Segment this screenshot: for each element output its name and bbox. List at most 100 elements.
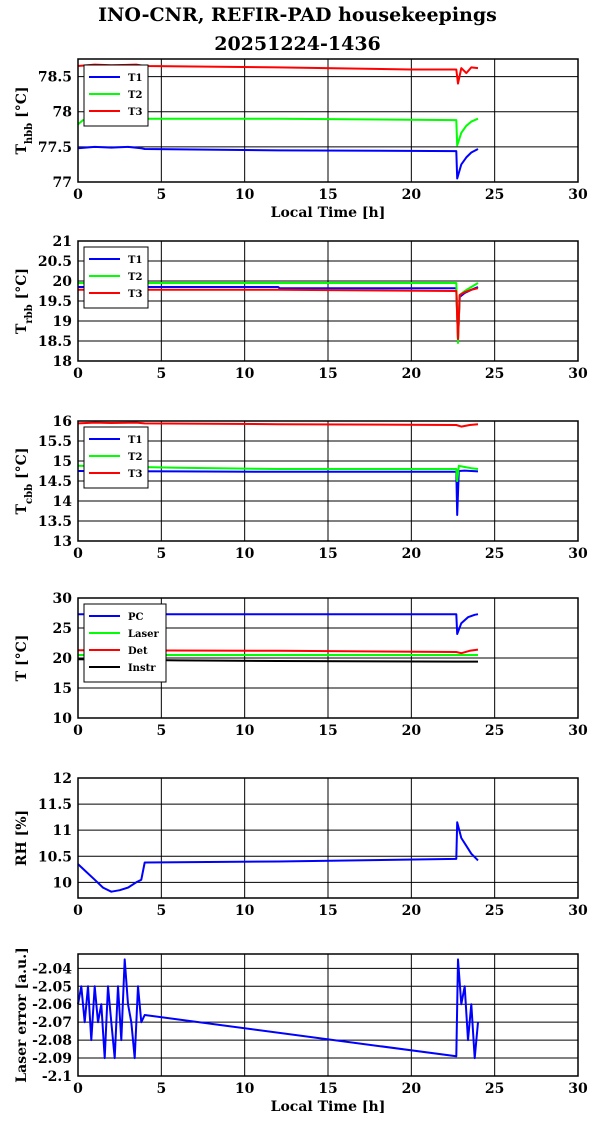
y-axis-label: Tcbb[°C] (14, 448, 35, 515)
x-tick-label: 0 (73, 723, 83, 739)
legend-label: T2 (128, 272, 142, 283)
y-tick-label: 13.5 (38, 514, 72, 530)
x-tick-label: 20 (402, 723, 422, 739)
x-tick-label: 15 (318, 1081, 337, 1097)
chart-panel-6: 0 5 10 15 20 25 30 -2.1 -2.09 -2.08 -2.07 -2.06 -2.0… (14, 947, 588, 1115)
plot-frame (77, 597, 579, 719)
x-tick-label: 20 (402, 366, 422, 382)
y-tick-label: 25 (53, 621, 72, 637)
y-axis-label: RH [%] (14, 810, 30, 866)
plot-frame (77, 420, 579, 542)
x-tick-label: 25 (485, 903, 504, 919)
series-line-t2 (77, 464, 479, 482)
y-tick-label: 30 (53, 591, 73, 607)
figure-title: INO-CNR, REFIR-PAD housekeepings (98, 4, 497, 26)
x-tick-label: 30 (568, 1081, 588, 1097)
x-tick-label: 10 (235, 723, 255, 739)
y-tick-label: -2.05 (32, 979, 72, 995)
x-tick-label: 5 (156, 546, 166, 562)
legend-box (83, 426, 149, 489)
x-tick-label: 10 (235, 1081, 255, 1097)
legend-label: T3 (128, 107, 142, 118)
y-tick-label: 11 (53, 823, 72, 839)
y-axis-label: Trbb[°C] (14, 268, 35, 334)
y-tick-label: 14 (53, 494, 73, 510)
x-tick-label: 25 (485, 187, 504, 203)
x-tick-label: 20 (402, 1081, 422, 1097)
series-line-t3 (77, 421, 479, 428)
y-tick-label: 14.5 (38, 474, 72, 490)
x-tick-label: 10 (235, 366, 255, 382)
y-tick-label: 15 (53, 681, 72, 697)
x-tick-label: 0 (73, 1081, 83, 1097)
series-line-det (77, 648, 479, 655)
legend-label: T1 (128, 73, 142, 84)
y-tick-label: 20 (53, 651, 73, 667)
y-tick-label: 77 (53, 175, 72, 191)
chart-panel-1: 0 5 10 15 20 25 30 77 77.5 78 78.5 T1 T2 T3 Local Time… (14, 58, 588, 221)
chart-panel-3: 0 5 10 15 20 25 30 13 13.5 14 14.5 15 15.5 16 T1 T2 T3 Tc… (14, 414, 588, 562)
x-tick-label: 15 (318, 366, 337, 382)
series-line-t1 (77, 469, 479, 516)
x-tick-label: 15 (318, 187, 337, 203)
x-tick-label: 15 (318, 723, 337, 739)
x-tick-label: 10 (235, 187, 255, 203)
legend-label: T1 (128, 435, 142, 446)
x-tick-label: 30 (568, 187, 588, 203)
x-tick-label: 0 (73, 187, 83, 203)
plot-frame (77, 58, 579, 183)
x-tick-label: 25 (485, 366, 504, 382)
y-tick-label: 12 (53, 771, 72, 787)
x-tick-label: 15 (318, 903, 337, 919)
y-tick-label: -2.08 (32, 1033, 72, 1049)
y-tick-label: 78 (53, 105, 72, 121)
x-tick-label: 25 (485, 723, 504, 739)
x-tick-label: 10 (235, 546, 255, 562)
chart-panel-4: 0 5 10 15 20 25 30 10 15 20 25 30 PC Laser Det Instr T [… (14, 591, 588, 739)
series-line-pc (78, 613, 479, 635)
y-tick-label: 10 (53, 875, 73, 891)
x-tick-label: 15 (318, 546, 337, 562)
plot-frame (77, 777, 579, 899)
x-tick-label: 0 (73, 546, 83, 562)
y-axis-label: Thbb[°C] (14, 86, 35, 154)
legend-label: Instr (128, 663, 156, 674)
x-tick-label: 10 (235, 903, 255, 919)
y-tick-label: 77.5 (38, 140, 72, 156)
y-axis-label: Laser error [a.u.] (14, 947, 30, 1082)
y-tick-label: 78.5 (38, 70, 72, 86)
y-tick-label: 18.5 (38, 334, 72, 350)
legend-box (83, 246, 149, 309)
x-axis-label: Local Time [h] (271, 205, 386, 221)
legend-label: T2 (128, 90, 142, 101)
y-tick-label: -2.09 (32, 1051, 72, 1067)
x-tick-label: 30 (568, 723, 588, 739)
plot-frame (77, 953, 579, 1077)
y-tick-label: -2.06 (32, 997, 72, 1013)
x-tick-label: 0 (73, 366, 83, 382)
y-tick-label: -2.1 (42, 1069, 72, 1085)
x-tick-label: 25 (485, 1081, 504, 1097)
x-tick-label: 30 (568, 903, 588, 919)
y-tick-label: 20 (53, 274, 73, 290)
y-tick-label: 19 (53, 314, 72, 330)
legend-label: Det (128, 646, 148, 657)
x-axis-label: Local Time [h] (271, 1099, 386, 1115)
y-tick-label: 15.5 (38, 434, 72, 450)
y-tick-label: 15 (53, 454, 72, 470)
legend-label: T3 (128, 289, 142, 300)
legend-label: PC (128, 612, 144, 623)
x-tick-label: 5 (156, 1081, 166, 1097)
legend-label: T2 (128, 452, 142, 463)
x-tick-label: 20 (402, 546, 422, 562)
series-line-t1 (77, 145, 479, 180)
y-tick-label: -2.04 (32, 961, 72, 977)
y-tick-label: 13 (53, 534, 72, 550)
legend-box (83, 64, 149, 127)
y-tick-label: 10.5 (38, 849, 72, 865)
y-tick-label: 16 (53, 414, 72, 430)
y-tick-label: 20.5 (38, 254, 72, 270)
x-tick-label: 5 (156, 187, 166, 203)
legend-label: T3 (128, 469, 142, 480)
